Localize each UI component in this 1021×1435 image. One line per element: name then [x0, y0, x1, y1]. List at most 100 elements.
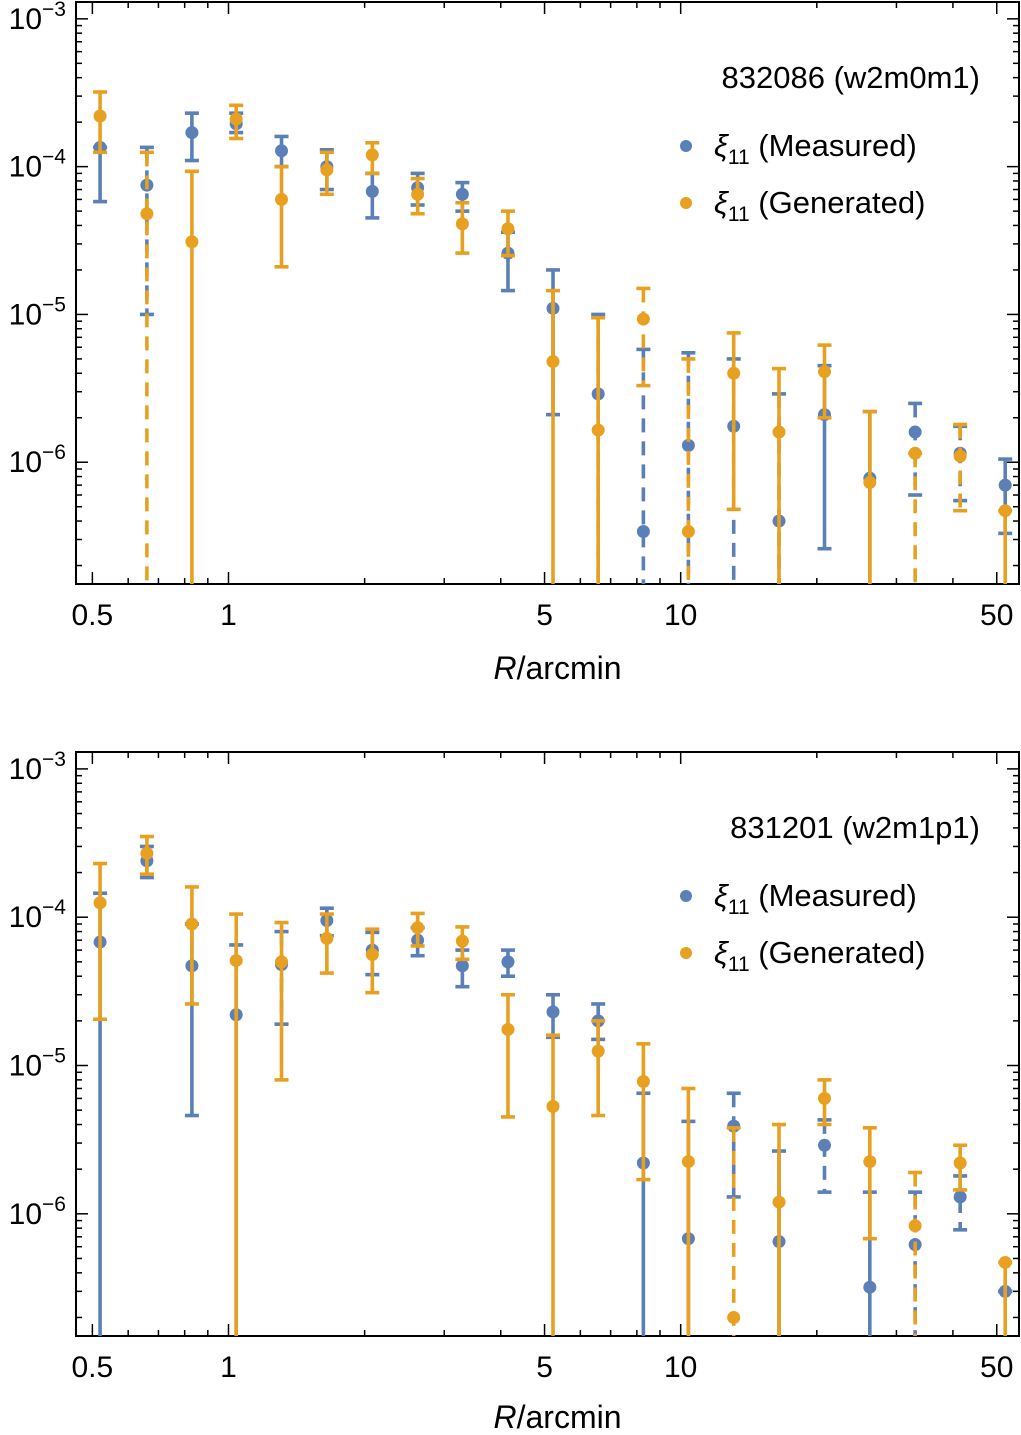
data-point	[140, 846, 154, 860]
data-point	[908, 446, 922, 460]
data-point	[411, 921, 425, 935]
x-tick-label: 5	[536, 599, 553, 632]
data-point	[818, 1091, 832, 1105]
y-tick-base: 10	[9, 298, 42, 331]
x-axis-title-unit: /arcmin	[517, 650, 622, 686]
x-axis-title-unit: /arcmin	[517, 1399, 622, 1435]
y-tick-base: 10	[9, 446, 42, 479]
data-point	[681, 1155, 695, 1169]
data-point	[365, 148, 379, 162]
x-tick-label: 50	[980, 1351, 1013, 1384]
data-point	[953, 449, 967, 463]
minor-ticks	[76, 752, 1019, 1336]
data-point	[140, 207, 154, 221]
y-tick-label: 10−3	[9, 748, 66, 786]
y-tick-exponent: −3	[42, 748, 66, 771]
data-point	[185, 235, 199, 249]
y-tick-base: 10	[9, 901, 42, 934]
data-point	[681, 438, 695, 452]
data-point	[455, 934, 469, 948]
legend-marker	[680, 140, 692, 152]
series-generated	[93, 90, 1013, 584]
minor-ticks	[76, 2, 1019, 584]
data-layer	[93, 90, 1013, 584]
y-tick-exponent: −6	[42, 1193, 66, 1216]
data-point	[275, 955, 289, 969]
legend-subscript: 11	[728, 953, 750, 976]
data-point	[636, 524, 650, 538]
legend-label: ξ11 (Generated)	[714, 185, 925, 226]
data-point	[546, 1099, 560, 1113]
data-point	[455, 187, 469, 201]
y-tick-label: 10−5	[9, 1045, 66, 1083]
y-tick-label: 10−3	[9, 0, 66, 36]
legend-marker	[680, 197, 692, 209]
data-point	[863, 1280, 877, 1294]
x-tick-label: 10	[664, 599, 697, 632]
plot-frame	[75, 1, 1020, 585]
legend-subscript: 11	[728, 203, 750, 226]
legend-name: (Generated)	[750, 185, 926, 220]
x-tick-label: 5	[536, 1351, 553, 1384]
legend-symbol: ξ	[714, 878, 730, 913]
data-point	[818, 365, 832, 379]
data-point	[546, 1005, 560, 1019]
y-tick-exponent: −4	[42, 896, 66, 919]
x-tick-label: 50	[980, 599, 1013, 632]
y-tick-base: 10	[9, 3, 42, 36]
x-axis-title: R/arcmin	[493, 650, 621, 686]
data-point	[93, 896, 107, 910]
data-point	[275, 144, 289, 158]
data-point	[636, 1075, 650, 1089]
y-tick-base: 10	[9, 753, 42, 786]
data-point	[411, 187, 425, 201]
data-point	[546, 355, 560, 369]
legend-label: ξ11 (Generated)	[714, 935, 925, 976]
data-point	[185, 126, 199, 140]
data-layer	[93, 834, 1013, 1336]
x-tick-label: 0.5	[72, 599, 114, 632]
series-generated	[93, 834, 1013, 1336]
data-point	[365, 184, 379, 198]
x-axis-title-var: R	[493, 1399, 516, 1435]
x-tick-label: 10	[664, 1351, 697, 1384]
data-point	[772, 425, 786, 439]
legend-entry-measured: ξ11 (Measured)	[680, 878, 917, 919]
legend-subscript: 11	[728, 896, 750, 919]
legend-entry-measured: ξ11 (Measured)	[680, 128, 917, 169]
data-point	[727, 1310, 741, 1324]
plot-frame	[75, 751, 1020, 1337]
legend-subscript: 11	[728, 146, 750, 169]
data-point	[908, 425, 922, 439]
data-point	[229, 954, 243, 968]
y-tick-base: 10	[9, 1050, 42, 1083]
data-point	[998, 478, 1012, 492]
data-point	[591, 423, 605, 437]
data-point	[953, 1190, 967, 1204]
data-point	[501, 1022, 515, 1036]
legend-entry-generated: ξ11 (Generated)	[680, 185, 925, 226]
data-point	[591, 1044, 605, 1058]
x-tick-label: 1	[220, 599, 237, 632]
x-tick-label: 0.5	[72, 1351, 114, 1384]
data-point	[818, 1138, 832, 1152]
data-point	[501, 222, 515, 236]
data-point	[365, 948, 379, 962]
panel-title: 831201 (w2m1p1)	[730, 810, 980, 845]
legend-symbol: ξ	[714, 935, 730, 970]
data-point	[636, 312, 650, 326]
data-point	[275, 192, 289, 206]
data-point	[185, 917, 199, 931]
legend-name: (Measured)	[750, 878, 917, 913]
y-tick-exponent: −6	[42, 441, 66, 464]
legend-label: ξ11 (Measured)	[714, 128, 917, 169]
y-tick-base: 10	[9, 1198, 42, 1231]
y-tick-label: 10−5	[9, 293, 66, 331]
y-tick-exponent: −5	[42, 293, 66, 316]
data-point	[998, 504, 1012, 518]
data-point	[320, 163, 334, 177]
data-point	[998, 1255, 1012, 1269]
y-tick-label: 10−6	[9, 441, 66, 479]
x-axis-title: R/arcmin	[493, 1399, 621, 1435]
data-point	[727, 366, 741, 380]
